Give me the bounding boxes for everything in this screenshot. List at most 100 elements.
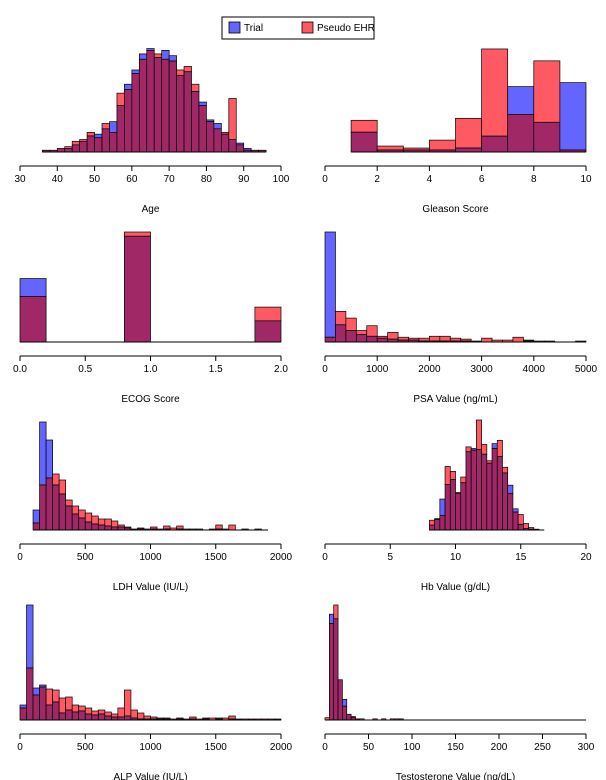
overlap-bar-hb-value-g-dl: [507, 492, 514, 531]
ehr-bar-alp-value-iu-l: [104, 711, 112, 717]
overlap-bar-hb-value-g-dl: [512, 511, 519, 531]
ehr-bar-alp-value-iu-l: [91, 710, 99, 716]
ehr-bar-age: [101, 123, 110, 130]
overlap-bar-hb-value-g-dl: [465, 451, 472, 531]
overlap-bar-ldh-value-iu-l: [32, 522, 40, 531]
overlap-bar-age: [79, 140, 88, 153]
x-tick-label-psa-value-ng-ml: 0: [322, 364, 328, 375]
x-tick-label-testosterone-value-ng-dl: 150: [447, 742, 464, 753]
ehr-bar-alp-value-iu-l: [124, 689, 132, 717]
ehr-bar-hb-value-g-dl: [481, 444, 488, 455]
ehr-bar-ldh-value-iu-l: [58, 479, 67, 495]
panel-psa-value-ng-ml: 0 1000 2000 3000 4000 5000 PSA Value (ng/mL): [322, 231, 598, 405]
ehr-bar-ecog-score: [254, 306, 282, 322]
trial-bar-gleason-score: [507, 86, 535, 115]
x-tick-label-psa-value-ng-ml: 3000: [470, 364, 493, 375]
x-tick-label-psa-value-ng-ml: 2000: [418, 364, 441, 375]
overlap-bar-ldh-value-iu-l: [58, 493, 67, 531]
overlap-bar-age: [213, 128, 222, 153]
x-tick-label-ldh-value-iu-l: 1500: [205, 552, 228, 563]
x-tick-label-alp-value-iu-l: 500: [77, 742, 94, 753]
x-tick-label-testosterone-value-ng-dl: 50: [363, 742, 375, 753]
trial-bar-age: [131, 69, 140, 74]
ehr-bar-age: [71, 140, 81, 146]
overlap-bar-ldh-value-iu-l: [71, 513, 80, 531]
legend-ehr-label: Pseudo EHR: [317, 23, 375, 34]
ehr-bar-alp-value-iu-l: [97, 709, 106, 715]
ehr-bar-alp-value-iu-l: [71, 704, 80, 713]
overlap-bar-testosterone-value-ng-dl: [337, 679, 343, 721]
panel-alp-value-iu-l: 0 500 1000 1500 2000 ALP Value (IU/L): [17, 604, 293, 780]
overlap-bar-age: [146, 49, 155, 153]
ehr-bar-hb-value-g-dl: [517, 514, 524, 525]
trial-bar-ldh-value-iu-l: [39, 421, 47, 486]
overlap-bar-ecog-score: [19, 296, 47, 343]
overlap-bar-psa-value-ng-ml: [324, 336, 336, 343]
trial-bar-ecog-score: [19, 278, 47, 297]
trial-bar-age: [109, 121, 118, 133]
overlap-bar-gleason-score: [481, 135, 509, 153]
overlap-bar-ldh-value-iu-l: [78, 517, 86, 531]
ehr-bar-alp-value-iu-l: [228, 715, 236, 720]
overlap-bar-age: [56, 148, 66, 153]
overlap-bar-hb-value-g-dl: [502, 472, 509, 531]
ehr-bar-ldh-value-iu-l: [97, 518, 106, 526]
overlap-bar-psa-value-ng-ml: [335, 324, 347, 343]
ehr-bar-gleason-score: [429, 139, 456, 151]
x-tick-label-hb-value-g-dl: 5: [387, 552, 393, 563]
overlap-bar-alp-value-iu-l: [104, 715, 112, 721]
x-tick-label-hb-value-g-dl: 0: [322, 552, 328, 563]
x-tick-label-ldh-value-iu-l: 0: [17, 552, 23, 563]
overlap-bar-hb-value-g-dl: [491, 448, 498, 531]
overlap-bar-psa-value-ng-ml: [355, 333, 368, 343]
ehr-bar-ldh-value-iu-l: [163, 525, 171, 530]
overlap-bar-gleason-score: [455, 147, 482, 153]
trial-bar-alp-value-iu-l: [19, 704, 27, 709]
overlap-bar-testosterone-value-ng-dl: [329, 623, 335, 721]
trial-bar-hb-value-g-dl: [507, 484, 514, 494]
overlap-bar-alp-value-iu-l: [19, 707, 27, 721]
ehr-bar-psa-value-ng-ml: [449, 337, 462, 342]
ehr-bar-alp-value-iu-l: [65, 696, 73, 711]
overlap-bar-hb-value-g-dl: [476, 448, 482, 531]
overlap-bar-gleason-score: [533, 121, 561, 153]
overlap-bar-ldh-value-iu-l: [52, 484, 60, 531]
overlap-bar-age: [220, 133, 230, 153]
overlap-bar-age: [101, 128, 110, 153]
x-tick-label-age: 30: [14, 174, 26, 185]
overlap-bar-age: [86, 135, 95, 153]
overlap-bar-hb-value-g-dl: [486, 462, 493, 531]
overlap-bar-ldh-value-iu-l: [104, 525, 112, 531]
overlap-bar-age: [198, 105, 207, 153]
overlap-bar-hb-value-g-dl: [455, 492, 462, 531]
overlap-bar-alp-value-iu-l: [45, 704, 53, 721]
trial-bar-psa-value-ng-ml: [324, 231, 336, 338]
ehr-bar-alp-value-iu-l: [45, 688, 53, 706]
overlap-bar-age: [94, 137, 103, 153]
overlap-bar-ldh-value-iu-l: [97, 524, 106, 531]
x-tick-label-gleason-score: 2: [374, 174, 380, 185]
overlap-bar-age: [71, 144, 81, 153]
x-tick-label-age: 100: [273, 174, 290, 185]
ehr-bar-age: [116, 92, 125, 106]
ehr-bar-ecog-score: [124, 231, 151, 237]
x-tick-label-alp-value-iu-l: 1000: [139, 742, 162, 753]
overlap-bar-age: [176, 74, 185, 153]
ehr-bar-hb-value-g-dl: [496, 440, 503, 458]
ehr-bar-age: [153, 53, 163, 58]
x-tick-label-psa-value-ng-ml: 5000: [575, 364, 598, 375]
x-tick-label-testosterone-value-ng-dl: 250: [534, 742, 551, 753]
overlap-bar-age: [131, 73, 140, 153]
x-tick-label-age: 90: [238, 174, 250, 185]
overlap-bar-alp-value-iu-l: [78, 710, 86, 721]
ehr-bar-testosterone-value-ng-dl: [333, 604, 339, 620]
x-axis-label-hb-value-g-dl: Hb Value (g/dL): [421, 582, 490, 593]
trial-bar-testosterone-value-ng-dl: [342, 698, 348, 707]
overlap-bar-hb-value-g-dl: [429, 524, 435, 531]
ehr-bar-psa-value-ng-ml: [439, 335, 451, 342]
overlap-bar-age: [116, 105, 125, 153]
x-tick-label-testosterone-value-ng-dl: 100: [404, 742, 421, 753]
ehr-bar-psa-value-ng-ml: [355, 330, 368, 335]
overlap-bar-age: [235, 144, 245, 153]
